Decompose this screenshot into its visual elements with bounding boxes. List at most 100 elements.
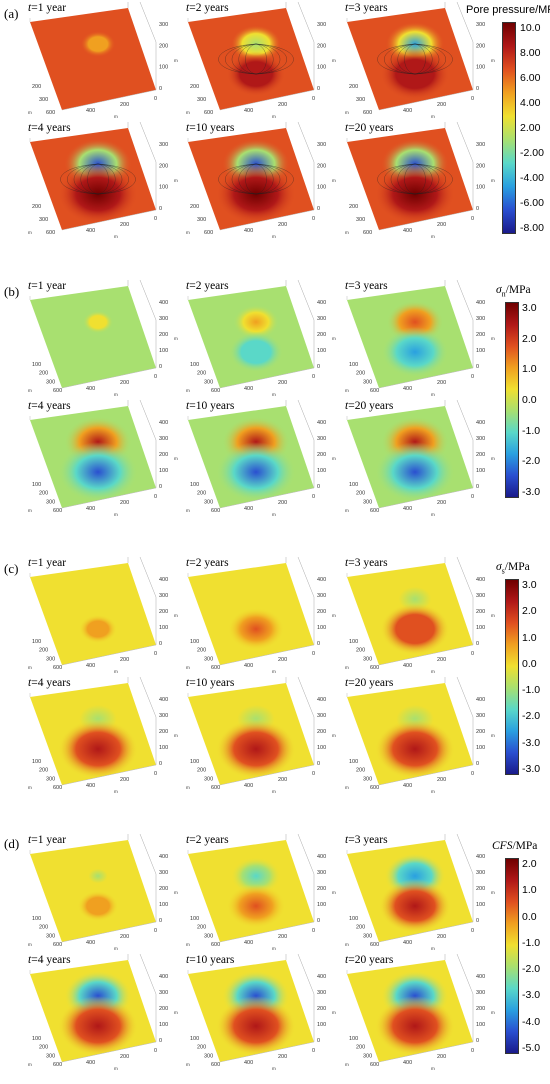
left-axis-unit: m [186, 110, 190, 115]
colorbar-tick: -2.0 [522, 455, 541, 468]
panel-a-colorbar [502, 22, 516, 234]
subplot-b-1: t=1 year 400 300 200 100 0 m 400 200 0 m 100 200 300 6… [28, 280, 178, 400]
time-value: =2 years [189, 2, 229, 14]
subplot-a-6: t=20 years 300 200 100 0 m 400 200 0 m 200 300 600 m [345, 122, 495, 242]
anomaly-top [80, 30, 116, 58]
subplot-d-3: t=3 years 400 300 200 100 0 m 400 200 0 m 100 200 300… [345, 834, 495, 954]
bottom-tick-label: 400 [244, 663, 253, 669]
bottom-tick-label: 200 [120, 934, 129, 940]
surface-plot: 400 300 200 100 0 m 400 200 0 m 100 200 300 600 m [345, 834, 495, 951]
right-tick-label: 200 [159, 163, 168, 169]
left-tick-label: 300 [204, 499, 213, 505]
left-tick-label: 600 [204, 110, 213, 116]
anomaly-top [230, 857, 282, 895]
time-value: =4 years [31, 954, 71, 966]
time-var: t [28, 2, 32, 14]
panel-c-colorbar-title: σs/MPa [496, 561, 530, 575]
left-tick-label: 300 [363, 499, 372, 505]
right-axis-unit: m [332, 733, 336, 738]
left-tick-label: 300 [46, 379, 55, 385]
time-var: t [28, 280, 32, 292]
axis-frame [127, 400, 157, 488]
time-value: =20 years [348, 954, 394, 966]
subplot-d-2: t=2 years 400 300 200 100 0 m 400 200 0 m 100 200 300… [186, 834, 336, 954]
time-var: t [28, 677, 32, 689]
surface-plot: 300 200 100 0 m 400 200 0 m 200 300 600 m [186, 122, 336, 239]
colorbar-tick: 1.0 [522, 631, 537, 644]
axis-frame [444, 2, 474, 90]
time-label: t=20 years [345, 400, 393, 412]
axis-base [346, 970, 474, 1063]
left-tick-label: 100 [190, 362, 199, 368]
anomaly-bottom [380, 602, 450, 656]
colorbar-tick: 1.0 [522, 884, 537, 897]
left-axis-unit: m [345, 388, 349, 393]
bottom-axis-unit: m [431, 234, 435, 239]
left-tick-label: 100 [32, 759, 41, 765]
subplot-a-4: t=4 years 300 200 100 0 m 400 200 0 m 200 300 600 m [28, 122, 178, 242]
anomaly-bottom [80, 338, 116, 366]
axis-base [187, 693, 315, 786]
bottom-tick-label: 0 [154, 651, 157, 657]
axis-frame [127, 122, 157, 210]
anomaly-bottom [77, 890, 119, 922]
colorbar-tick: 2.0 [522, 858, 537, 870]
surface-plot: 300 200 100 0 m 400 200 0 m 200 300 600 m [186, 2, 336, 119]
panel-b-colorbar-unit: /MPa [505, 284, 531, 296]
right-tick-label: 0 [159, 761, 162, 767]
right-tick-label: 0 [317, 364, 320, 370]
bottom-tick-label: 400 [403, 783, 412, 789]
anomaly-bottom [58, 996, 138, 1056]
right-tick-label: 300 [476, 713, 485, 719]
left-axis-unit: m [345, 1062, 349, 1067]
time-label: t=3 years [345, 557, 388, 569]
bottom-tick-label: 200 [120, 657, 129, 663]
right-tick-label: 400 [317, 974, 326, 980]
bottom-tick-label: 200 [278, 500, 287, 506]
surface-plot: 300 200 100 0 m 400 200 0 m 200 300 600 m [28, 122, 178, 239]
bottom-axis-unit: m [114, 114, 118, 119]
right-axis-unit: m [174, 613, 178, 618]
colorbar-tick: -3.0 [522, 763, 541, 775]
left-tick-label: 200 [197, 648, 206, 654]
surface-plot: 400 300 200 100 0 m 400 200 0 m 100 200 300 600 m [186, 557, 336, 674]
bottom-tick-label: 0 [471, 1048, 474, 1054]
panel-a-label: (a) [4, 6, 19, 21]
bottom-axis-unit: m [272, 392, 276, 397]
axis-base [29, 970, 157, 1063]
axis-base [187, 18, 315, 111]
time-var: t [345, 677, 349, 689]
left-tick-label: 100 [190, 639, 199, 645]
right-tick-label: 400 [159, 420, 168, 426]
left-tick-label: 200 [197, 768, 206, 774]
colorbar-tick: -1.0 [522, 684, 541, 697]
right-tick-label: 200 [159, 452, 168, 458]
surface-plot: 300 200 100 0 m 400 200 0 m 200 300 600 m [345, 2, 495, 119]
axis-base [29, 416, 157, 509]
right-tick-label: 100 [159, 185, 168, 191]
time-value: =1 year [31, 2, 67, 14]
right-axis-unit: m [174, 1010, 178, 1015]
left-axis-unit: m [345, 942, 349, 947]
time-value: =3 years [348, 557, 388, 569]
bottom-tick-label: 0 [312, 928, 315, 934]
time-value: =2 years [189, 280, 229, 292]
anomaly-bottom [381, 326, 449, 378]
anomaly-bottom [226, 883, 286, 929]
right-tick-label: 400 [476, 420, 485, 426]
left-tick-label: 200 [197, 1045, 206, 1051]
surface-plot: 400 300 200 100 0 m 400 200 0 m 100 200 300 600 m [345, 677, 495, 794]
right-tick-label: 300 [476, 593, 485, 599]
subplot-d-4: t=4 years 400 300 200 100 0 m 400 200 0 m 100 200 300… [28, 954, 178, 1074]
bottom-tick-label: 0 [312, 494, 315, 500]
left-tick-label: 200 [197, 491, 206, 497]
time-var: t [345, 2, 349, 14]
right-tick-label: 0 [159, 918, 162, 924]
left-tick-label: 300 [363, 379, 372, 385]
right-tick-label: 100 [317, 65, 326, 71]
left-axis-unit: m [28, 110, 32, 115]
right-tick-label: 400 [159, 577, 168, 583]
bottom-tick-label: 400 [86, 663, 95, 669]
time-label: t=3 years [345, 2, 388, 14]
right-tick-label: 200 [317, 332, 326, 338]
